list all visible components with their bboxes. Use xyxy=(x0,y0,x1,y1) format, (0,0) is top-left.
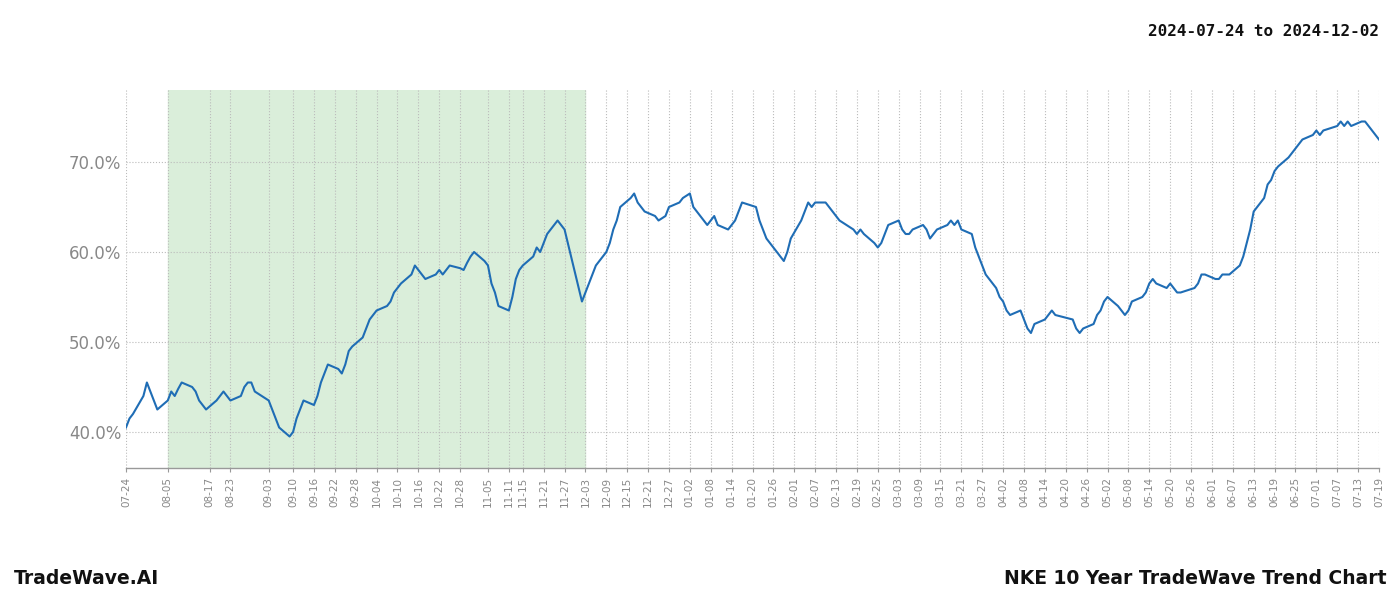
Bar xyxy=(168,90,585,468)
Text: 2024-07-24 to 2024-12-02: 2024-07-24 to 2024-12-02 xyxy=(1148,24,1379,39)
Text: NKE 10 Year TradeWave Trend Chart: NKE 10 Year TradeWave Trend Chart xyxy=(1004,569,1386,588)
Text: TradeWave.AI: TradeWave.AI xyxy=(14,569,160,588)
